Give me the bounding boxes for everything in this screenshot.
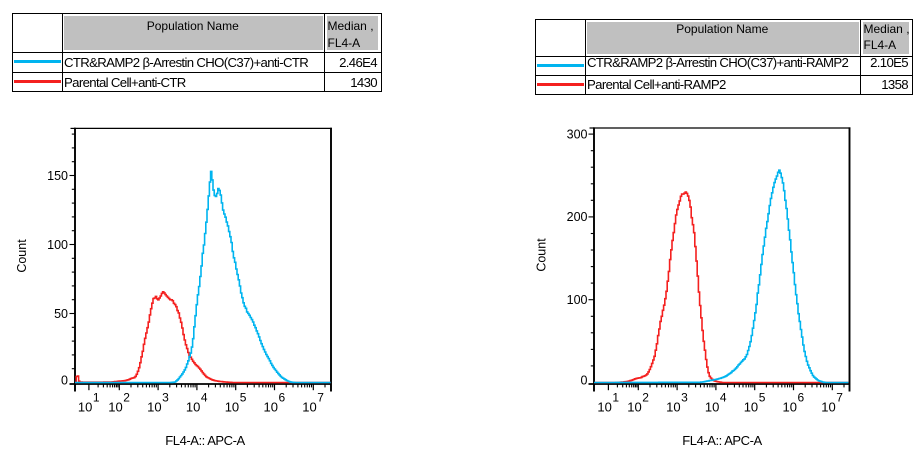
svg-text:0: 0 (61, 374, 68, 388)
svg-text:Count: Count (15, 239, 29, 273)
svg-text:0: 0 (581, 374, 588, 388)
svg-text:FL4-A:: APC-A: FL4-A:: APC-A (165, 433, 245, 448)
svg-text:7: 7 (836, 391, 843, 405)
svg-text:150: 150 (47, 169, 68, 183)
svg-text:5: 5 (240, 391, 247, 405)
svg-text:1: 1 (612, 391, 619, 405)
svg-text:7: 7 (317, 391, 324, 405)
svg-text:3: 3 (681, 391, 688, 405)
svg-text:1: 1 (93, 391, 100, 405)
svg-text:6: 6 (279, 391, 286, 405)
svg-text:10: 10 (627, 400, 641, 415)
svg-text:100: 100 (47, 238, 68, 252)
svg-text:5: 5 (759, 391, 766, 405)
svg-text:10: 10 (225, 400, 239, 415)
svg-text:50: 50 (54, 307, 68, 321)
svg-text:10: 10 (783, 400, 797, 415)
svg-text:4: 4 (720, 391, 727, 405)
svg-text:2: 2 (123, 391, 130, 405)
svg-text:Count: Count (534, 238, 548, 272)
svg-text:10: 10 (108, 400, 122, 415)
svg-text:10: 10 (147, 400, 161, 415)
svg-text:10: 10 (666, 400, 680, 415)
svg-text:10: 10 (821, 400, 835, 415)
svg-text:10: 10 (302, 400, 316, 415)
svg-text:10: 10 (744, 400, 758, 415)
svg-text:10: 10 (264, 400, 278, 415)
svg-text:10: 10 (597, 400, 611, 415)
svg-text:300: 300 (567, 127, 588, 141)
svg-text:6: 6 (798, 391, 805, 405)
svg-text:10: 10 (78, 400, 92, 415)
svg-text:3: 3 (162, 391, 169, 405)
svg-text:2: 2 (642, 391, 649, 405)
svg-text:4: 4 (201, 391, 208, 405)
svg-text:FL4-A:: APC-A: FL4-A:: APC-A (682, 433, 762, 448)
svg-text:200: 200 (567, 210, 588, 224)
svg-text:10: 10 (705, 400, 719, 415)
svg-text:100: 100 (567, 293, 588, 307)
svg-text:10: 10 (186, 400, 200, 415)
